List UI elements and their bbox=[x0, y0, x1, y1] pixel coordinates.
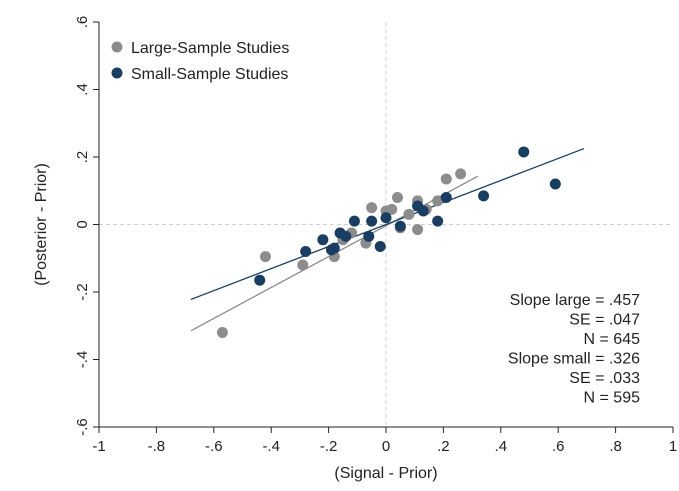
legend-marker bbox=[111, 67, 123, 79]
x-tick-label: -1 bbox=[92, 438, 105, 455]
small-sample-studies-point bbox=[254, 274, 266, 286]
large-sample-studies-point bbox=[297, 259, 309, 271]
stats-line: SE = .033 bbox=[569, 370, 640, 387]
stats-line: SE = .047 bbox=[569, 312, 640, 329]
y-axis-title: (Posterior - Prior) bbox=[33, 163, 50, 286]
large-sample-studies-point bbox=[440, 173, 452, 185]
x-tick-label: 0 bbox=[382, 438, 390, 455]
large-sample-studies-point bbox=[216, 327, 228, 338]
y-tick-label: .4 bbox=[74, 83, 91, 96]
small-sample-studies-point bbox=[440, 192, 452, 203]
y-tick-label: -.4 bbox=[74, 351, 91, 369]
large-sample-studies-point bbox=[403, 208, 415, 220]
y-tick-label: 0 bbox=[74, 220, 91, 228]
y-tick-label: -.6 bbox=[74, 418, 91, 436]
large-sample-studies-point bbox=[412, 224, 424, 236]
x-tick-label: .2 bbox=[437, 438, 450, 455]
stats-annotation: Slope large = .457 SE = .047 N = 645 Slope … bbox=[508, 292, 640, 407]
stats-line: Slope large = .457 bbox=[510, 292, 640, 309]
plot-area bbox=[99, 22, 673, 427]
x-tick-label: -.4 bbox=[262, 438, 280, 455]
y-tick-label: -.2 bbox=[74, 283, 91, 301]
legend-marker bbox=[111, 41, 123, 53]
x-tick-label: -.2 bbox=[320, 438, 338, 455]
stats-line: N = 595 bbox=[584, 390, 641, 407]
large-sample-studies-point bbox=[386, 203, 398, 215]
small-sample-studies-point bbox=[348, 215, 360, 227]
y-tick-label: .6 bbox=[74, 16, 91, 29]
large-sample-studies-point bbox=[432, 195, 444, 207]
x-tick-label: -.6 bbox=[205, 438, 223, 455]
small-sample-studies-point bbox=[432, 215, 444, 227]
x-tick-label: .6 bbox=[552, 438, 565, 455]
small-sample-studies-point bbox=[549, 178, 561, 190]
x-axis: -1 -.8 -.6 -.4 -.2 0 .2 .4 .6 .8 1 bbox=[92, 426, 677, 455]
y-tick-label: .2 bbox=[74, 151, 91, 164]
stats-line: N = 645 bbox=[584, 331, 641, 348]
y-axis: -.6 -.4 -.2 0 .2 .4 .6 bbox=[74, 16, 100, 436]
small-sample-studies-point bbox=[518, 146, 530, 158]
small-sample-studies-point bbox=[328, 242, 340, 254]
large-sample-studies-point bbox=[455, 168, 467, 180]
x-axis-title: (Signal - Prior) bbox=[334, 465, 437, 482]
small-sample-studies-fit-line bbox=[190, 147, 585, 301]
small-sample-studies-point bbox=[374, 240, 386, 252]
small-sample-studies-point bbox=[478, 190, 490, 202]
legend: Large-Sample Studies Small-Sample Studies bbox=[111, 40, 289, 83]
stats-line: Slope small = .326 bbox=[508, 351, 640, 368]
x-tick-label: 1 bbox=[669, 438, 677, 455]
small-sample-studies-point bbox=[366, 215, 378, 227]
small-sample-studies-point bbox=[394, 220, 406, 232]
x-tick-label: .8 bbox=[609, 438, 622, 455]
large-sample-studies-point bbox=[391, 192, 403, 203]
legend-label: Small-Sample Studies bbox=[131, 66, 288, 83]
x-tick-label: -.8 bbox=[148, 438, 166, 455]
small-sample-studies-point bbox=[300, 246, 312, 257]
large-sample-studies-point bbox=[259, 251, 271, 263]
small-sample-studies-point bbox=[380, 212, 392, 224]
small-sample-studies-point bbox=[340, 230, 352, 242]
small-sample-studies-point bbox=[417, 205, 429, 217]
small-sample-studies-point bbox=[317, 234, 329, 246]
legend-label: Large-Sample Studies bbox=[131, 40, 289, 57]
large-sample-studies-point bbox=[366, 202, 378, 214]
x-tick-label: .4 bbox=[495, 438, 508, 455]
small-sample-studies-point bbox=[363, 230, 375, 242]
